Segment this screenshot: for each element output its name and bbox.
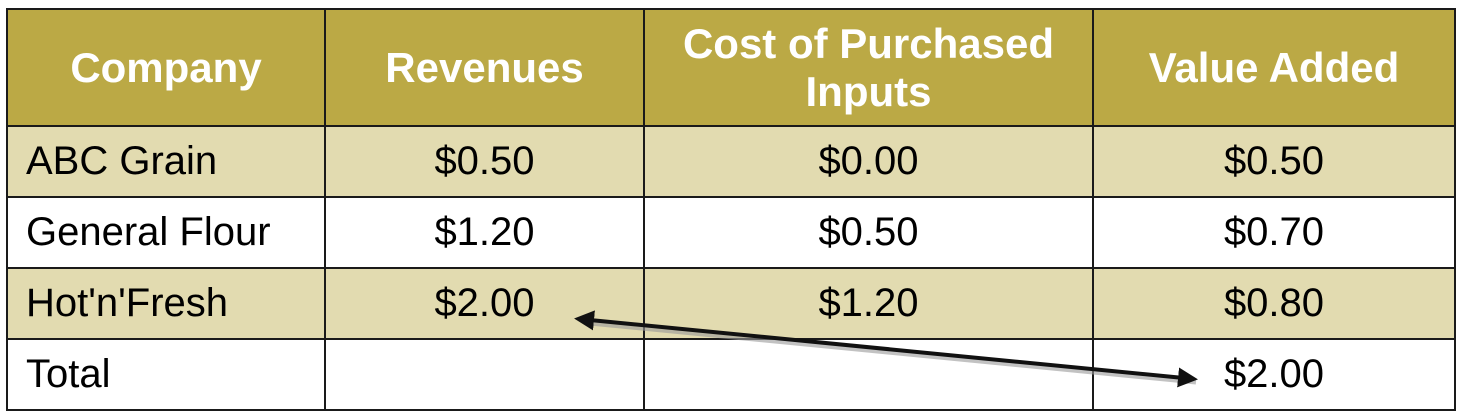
cell-company: Hot'n'Fresh: [6, 267, 326, 340]
table-header-row: Company Revenues Cost of Purchased Input…: [6, 8, 1456, 127]
cell-cost: [643, 338, 1094, 411]
cell-revenues: [324, 338, 645, 411]
table-row: Hot'n'Fresh $2.00 $1.20 $0.80: [6, 267, 1456, 340]
cell-value-added: $0.70: [1092, 196, 1456, 269]
cell-company: ABC Grain: [6, 125, 326, 198]
cell-value-added: $0.50: [1092, 125, 1456, 198]
cell-value-added: $0.80: [1092, 267, 1456, 340]
table-row-total: Total $2.00: [6, 338, 1456, 411]
cell-company: General Flour: [6, 196, 326, 269]
value-added-table-container: Company Revenues Cost of Purchased Input…: [6, 8, 1456, 411]
cell-value-added: $2.00: [1092, 338, 1456, 411]
header-value-added: Value Added: [1092, 8, 1456, 127]
table-row: General Flour $1.20 $0.50 $0.70: [6, 196, 1456, 269]
cell-company: Total: [6, 338, 326, 411]
header-company: Company: [6, 8, 326, 127]
cell-cost: $0.50: [643, 196, 1094, 269]
header-cost-of-purchased-inputs: Cost of Purchased Inputs: [643, 8, 1094, 127]
cell-revenues: $2.00: [324, 267, 645, 340]
table-row: ABC Grain $0.50 $0.00 $0.50: [6, 125, 1456, 198]
header-revenues: Revenues: [324, 8, 645, 127]
cell-cost: $0.00: [643, 125, 1094, 198]
cell-revenues: $1.20: [324, 196, 645, 269]
value-added-table: Company Revenues Cost of Purchased Input…: [6, 8, 1456, 411]
cell-cost: $1.20: [643, 267, 1094, 340]
cell-revenues: $0.50: [324, 125, 645, 198]
